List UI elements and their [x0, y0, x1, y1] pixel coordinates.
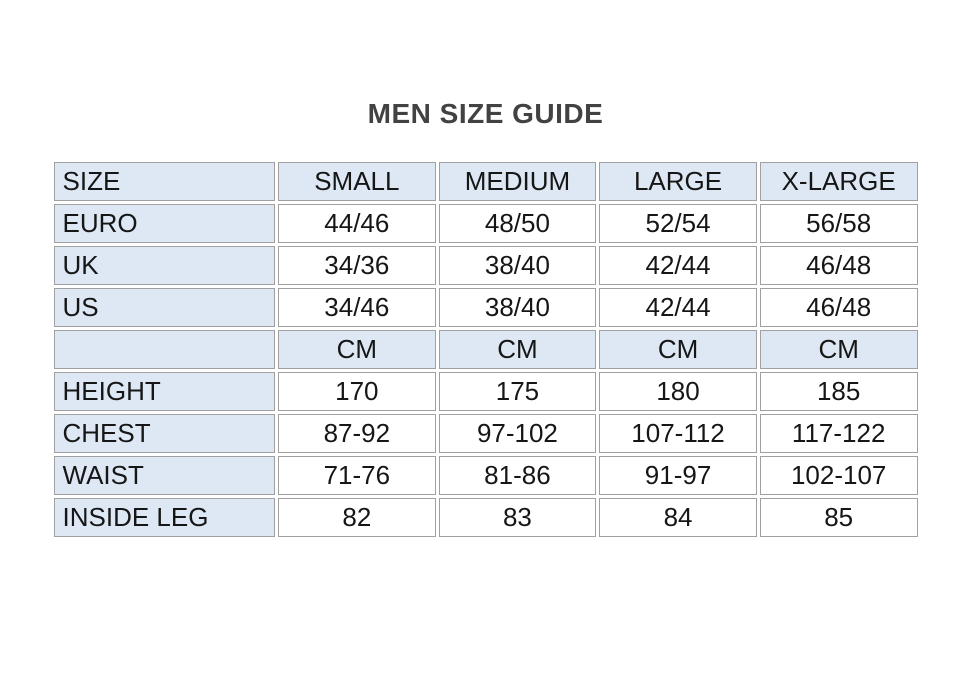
table-row: UK 34/36 38/40 42/44 46/48	[53, 246, 918, 285]
row-header: EURO	[53, 204, 276, 243]
size-value-cell: CM	[599, 330, 757, 369]
size-guide-body: EURO 44/46 48/50 52/54 56/58 UK 34/36 38/40 42/4…	[53, 204, 918, 537]
size-guide-table: SIZE SMALL MEDIUM LARGE X-LARGE EURO 44/46 48/…	[51, 159, 921, 540]
column-header: SIZE	[53, 162, 276, 201]
size-value-cell: 38/40	[438, 288, 597, 327]
size-value-cell: 180	[599, 372, 757, 411]
size-value-cell: 91-97	[599, 456, 757, 495]
row-header: WAIST	[53, 456, 276, 495]
size-value-cell: CM	[759, 330, 918, 369]
size-value-cell: 83	[438, 498, 597, 537]
table-row: HEIGHT 170 175 180 185	[53, 372, 918, 411]
size-value-cell: 185	[759, 372, 918, 411]
column-header: X-LARGE	[759, 162, 918, 201]
column-header: SMALL	[278, 162, 436, 201]
size-value-cell: 46/48	[759, 288, 918, 327]
page-title: MEN SIZE GUIDE	[367, 98, 604, 129]
column-header: LARGE	[599, 162, 757, 201]
size-value-cell: 117-122	[759, 414, 918, 453]
table-row: WAIST 71-76 81-86 91-97 102-107	[53, 456, 918, 495]
row-header: CHEST	[53, 414, 276, 453]
row-header: UK	[53, 246, 276, 285]
size-value-cell: 87-92	[278, 414, 436, 453]
size-value-cell: 48/50	[438, 204, 597, 243]
size-value-cell: 42/44	[599, 288, 757, 327]
table-row: EURO 44/46 48/50 52/54 56/58	[53, 204, 918, 243]
table-row: US 34/46 38/40 42/44 46/48	[53, 288, 918, 327]
size-value-cell: 34/46	[278, 288, 436, 327]
size-value-cell: 97-102	[438, 414, 597, 453]
row-header	[53, 330, 276, 369]
size-value-cell: 81-86	[438, 456, 597, 495]
row-header: HEIGHT	[53, 372, 276, 411]
size-value-cell: 102-107	[759, 456, 918, 495]
size-value-cell: 71-76	[278, 456, 436, 495]
size-value-cell: 84	[599, 498, 757, 537]
size-value-cell: 42/44	[599, 246, 757, 285]
size-guide-header: SIZE SMALL MEDIUM LARGE X-LARGE	[53, 162, 918, 201]
size-value-cell: 85	[759, 498, 918, 537]
size-value-cell: 52/54	[599, 204, 757, 243]
size-value-cell: 170	[278, 372, 436, 411]
size-value-cell: CM	[278, 330, 436, 369]
size-value-cell: 46/48	[759, 246, 918, 285]
size-value-cell: 44/46	[278, 204, 436, 243]
row-header: INSIDE LEG	[53, 498, 276, 537]
size-value-cell: 34/36	[278, 246, 436, 285]
table-row: CHEST 87-92 97-102 107-112 117-122	[53, 414, 918, 453]
size-value-cell: 107-112	[599, 414, 757, 453]
size-value-cell: 175	[438, 372, 597, 411]
size-value-cell: 38/40	[438, 246, 597, 285]
row-header: US	[53, 288, 276, 327]
table-row: INSIDE LEG 82 83 84 85	[53, 498, 918, 537]
size-value-cell: 56/58	[759, 204, 918, 243]
size-value-cell: 82	[278, 498, 436, 537]
size-value-cell: CM	[438, 330, 597, 369]
header-row: SIZE SMALL MEDIUM LARGE X-LARGE	[53, 162, 918, 201]
column-header: MEDIUM	[438, 162, 597, 201]
table-row: CM CM CM CM	[53, 330, 918, 369]
